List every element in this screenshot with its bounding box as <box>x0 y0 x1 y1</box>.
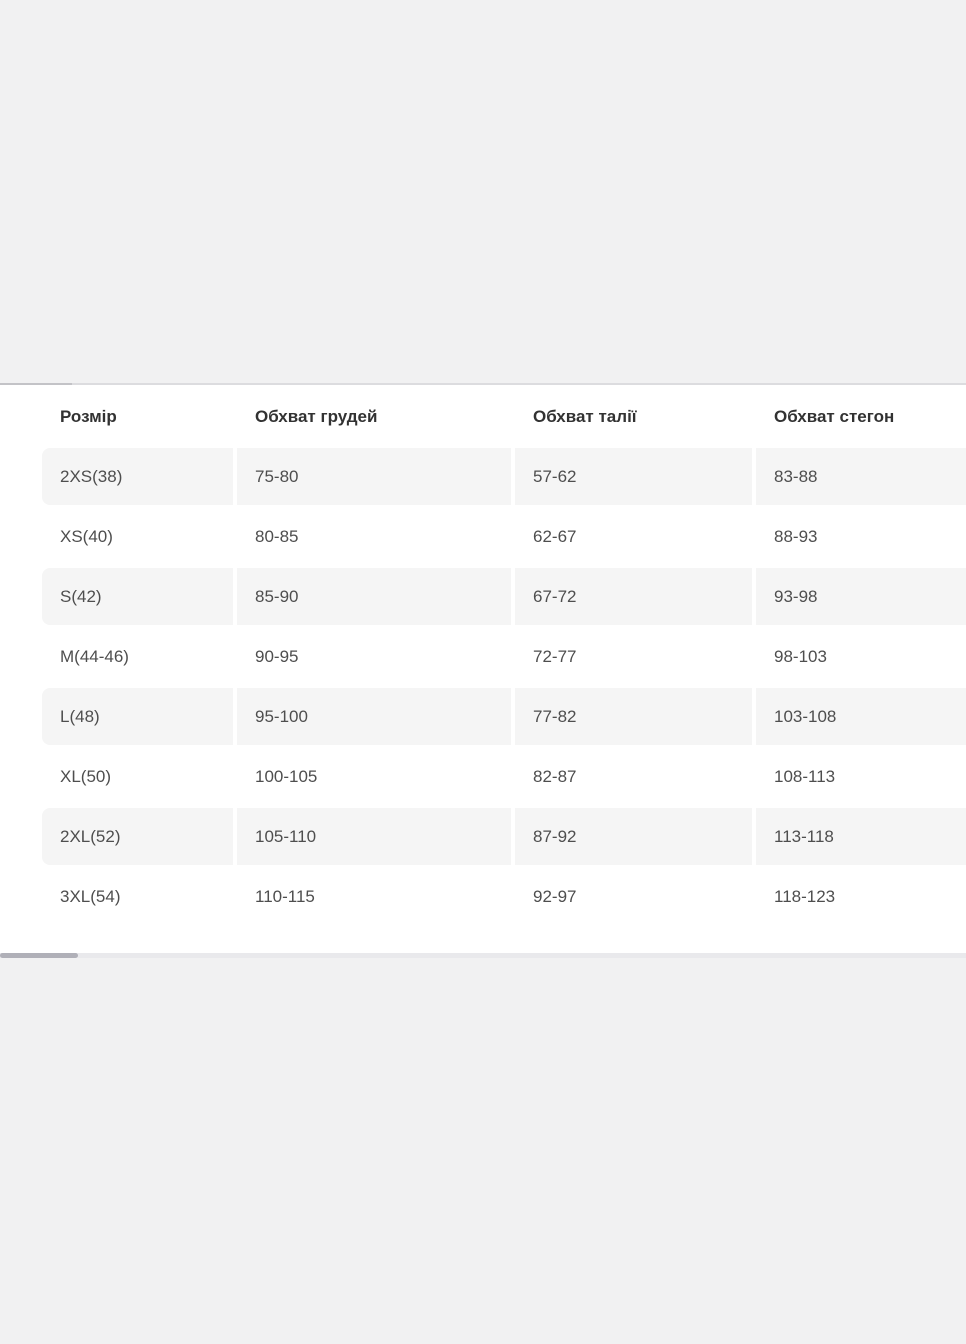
cell-hips: 103-108 <box>756 688 966 745</box>
table-row: M(44-46) 90-95 72-77 98-103 <box>42 628 966 685</box>
cell-hips: 93-98 <box>756 568 966 625</box>
size-chart-table: Розмір Обхват грудей Обхват талії Обхват… <box>38 385 966 928</box>
column-header-chest: Обхват грудей <box>255 406 378 426</box>
cell-waist: 92-97 <box>533 886 577 906</box>
cell-chest: 95-100 <box>237 688 511 745</box>
cell-hips: 83-88 <box>756 448 966 505</box>
cell-waist: 67-72 <box>515 568 752 625</box>
cell-chest: 105-110 <box>237 808 511 865</box>
column-header-hips: Обхват стегон <box>774 406 895 426</box>
cell-waist: 57-62 <box>515 448 752 505</box>
cell-hips: 108-113 <box>774 766 836 786</box>
size-chart-scroll-area[interactable]: Розмір Обхват грудей Обхват талії Обхват… <box>0 385 966 953</box>
cell-chest: 90-95 <box>255 646 299 666</box>
cell-hips: 113-118 <box>756 808 966 865</box>
table-row: 2XL(52) 105-110 87-92 113-118 <box>42 808 966 865</box>
table-row: S(42) 85-90 67-72 93-98 <box>42 568 966 625</box>
cell-waist: 77-82 <box>515 688 752 745</box>
cell-chest: 110-115 <box>255 886 315 906</box>
table-row: XS(40) 80-85 62-67 88-93 <box>42 508 966 565</box>
size-chart-header: Розмір Обхват грудей Обхват талії Обхват… <box>42 388 966 445</box>
cell-chest: 80-85 <box>255 526 299 546</box>
cell-hips: 88-93 <box>774 526 818 546</box>
column-header-waist: Обхват талії <box>533 406 637 426</box>
top-divider <box>0 383 966 385</box>
top-divider-thumb <box>0 383 72 385</box>
column-header-size: Розмір <box>60 406 117 426</box>
cell-waist: 87-92 <box>515 808 752 865</box>
table-row: 2XS(38) 75-80 57-62 83-88 <box>42 448 966 505</box>
cell-size: L(48) <box>42 688 233 745</box>
cell-size: 2XL(52) <box>42 808 233 865</box>
cell-waist: 82-87 <box>533 766 577 786</box>
table-row: XL(50) 100-105 82-87 108-113 <box>42 748 966 805</box>
cell-chest: 85-90 <box>237 568 511 625</box>
cell-size: 2XS(38) <box>42 448 233 505</box>
cell-size: XS(40) <box>60 526 113 546</box>
cell-chest: 100-105 <box>255 766 318 786</box>
bottom-spacer <box>0 958 966 1344</box>
horizontal-scrollbar[interactable] <box>0 953 966 958</box>
table-row: L(48) 95-100 77-82 103-108 <box>42 688 966 745</box>
cell-waist: 72-77 <box>533 646 577 666</box>
cell-size: S(42) <box>42 568 233 625</box>
horizontal-scrollbar-thumb[interactable] <box>0 953 78 958</box>
cell-hips: 98-103 <box>774 646 827 666</box>
header-row: Розмір Обхват грудей Обхват талії Обхват… <box>42 388 966 445</box>
cell-size: XL(50) <box>60 766 112 786</box>
size-chart-body: 2XS(38) 75-80 57-62 83-88 XS(40) 80-85 6… <box>42 448 966 925</box>
cell-size: 3XL(54) <box>60 886 121 906</box>
cell-hips: 118-123 <box>774 886 836 906</box>
size-chart-card: Розмір Обхват грудей Обхват талії Обхват… <box>0 385 966 958</box>
cell-waist: 62-67 <box>533 526 577 546</box>
table-row: 3XL(54) 110-115 92-97 118-123 <box>42 868 966 925</box>
cell-chest: 75-80 <box>237 448 511 505</box>
cell-size: M(44-46) <box>60 646 129 666</box>
top-spacer <box>0 0 966 383</box>
